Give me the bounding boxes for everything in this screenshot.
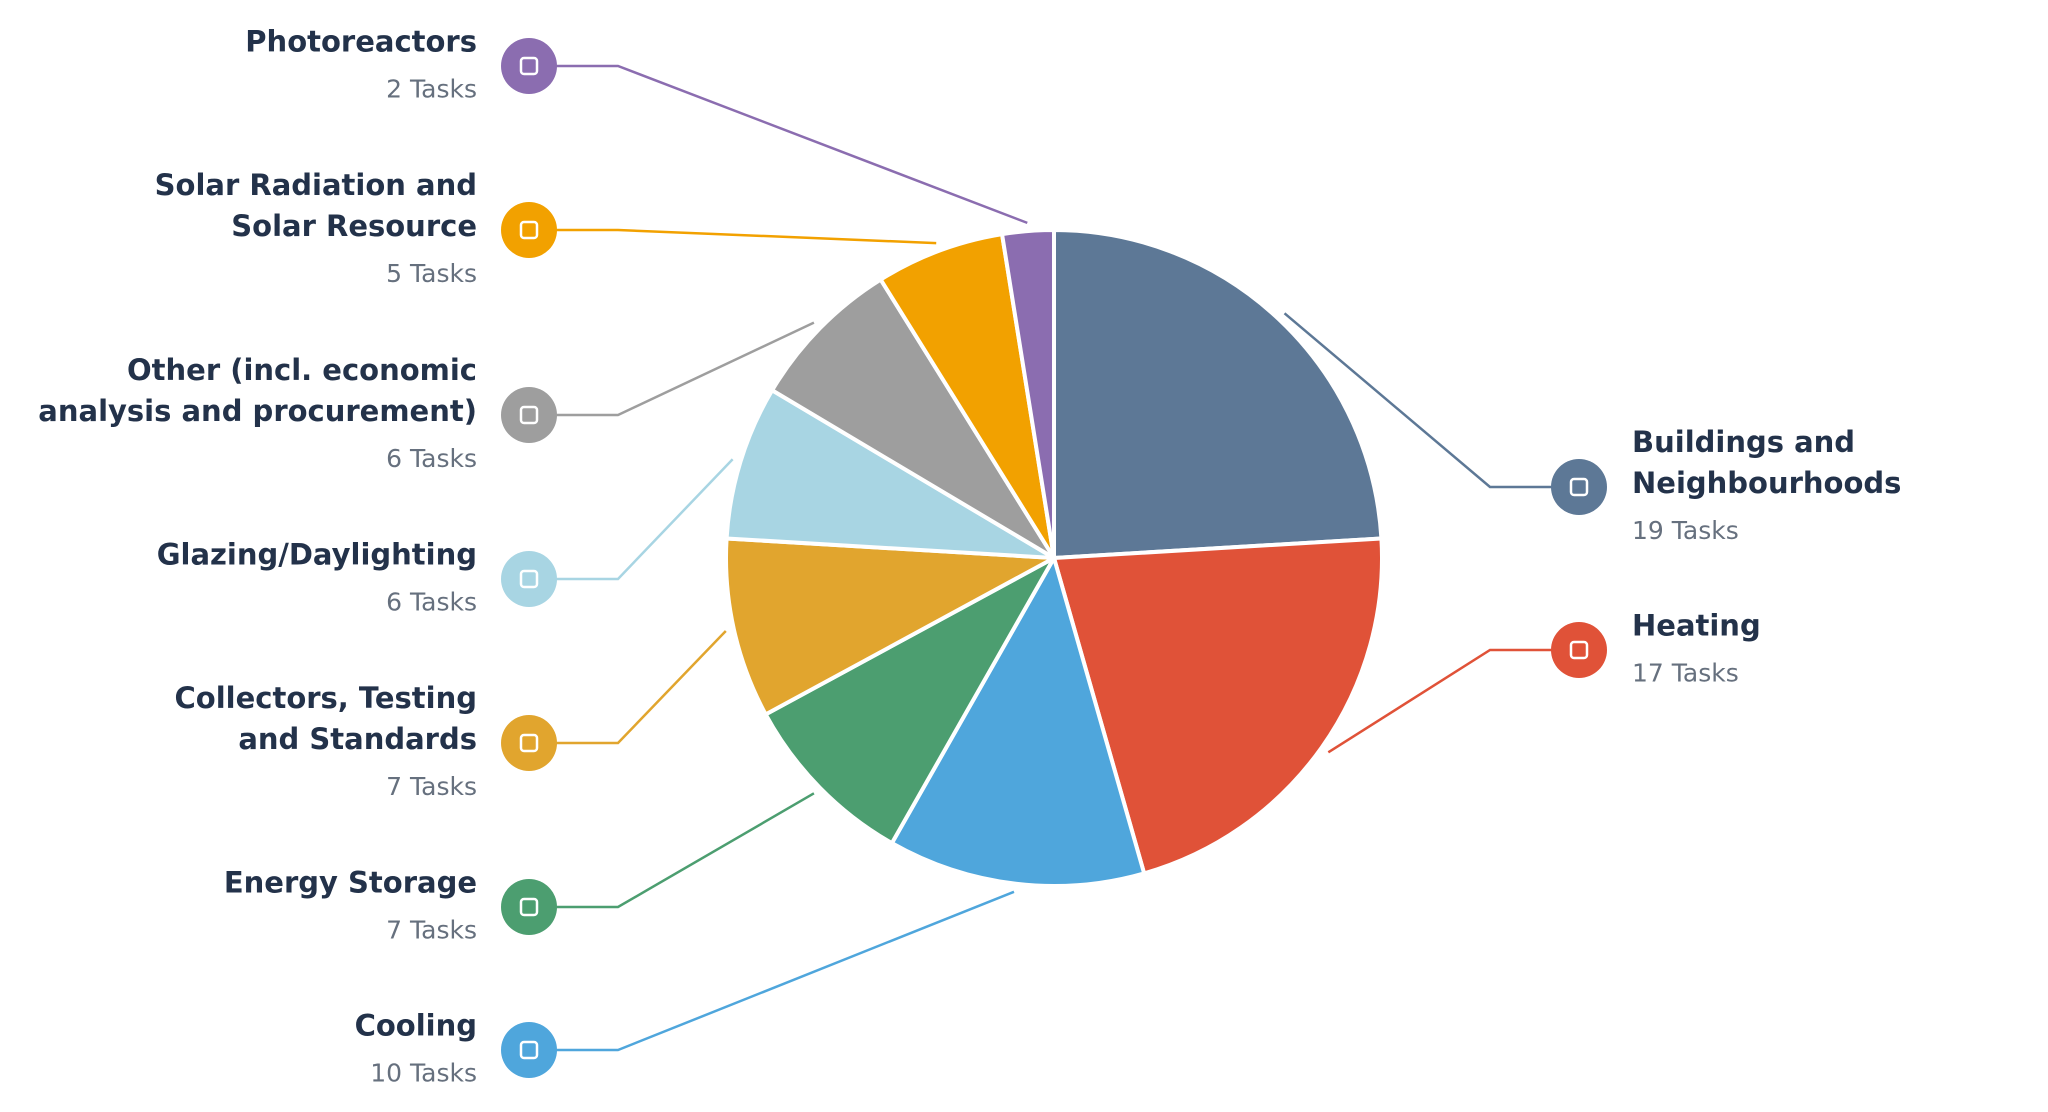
icon-circle (501, 38, 557, 94)
icon-glyph (519, 569, 539, 589)
category-label: Buildings and Neighbourhoods 19 Tasks (1632, 422, 1932, 552)
pie-slice (724, 388, 1056, 560)
icon-glyph (519, 220, 539, 240)
icon-glyph (519, 1040, 539, 1060)
pie-slice (1000, 228, 1056, 560)
category-icon (501, 38, 557, 94)
pie-slice (770, 277, 1056, 560)
pie-slice (889, 556, 1147, 888)
icon-glyph (1569, 640, 1589, 660)
pie-slice (878, 232, 1056, 560)
leader-lines (529, 64, 1579, 1052)
task-count: 5 Tasks (386, 259, 477, 288)
task-count: 2 Tasks (386, 74, 477, 104)
task-count: 7 Tasks (386, 772, 477, 801)
pie-slice (1052, 536, 1384, 876)
category-icon (1551, 459, 1607, 515)
leader-line (529, 792, 815, 909)
task-count: 7 Tasks (386, 915, 477, 945)
category-name: Buildings and Neighbourhoods (1632, 425, 1902, 500)
icon-circle (501, 387, 557, 443)
task-count: 19 Tasks (1632, 516, 1739, 545)
category-label: Glazing/Daylighting 6 Tasks (117, 535, 477, 624)
category-icon (1551, 622, 1607, 678)
category-name: Solar Radiation and Solar Resource (154, 168, 477, 243)
category-name: Glazing/Daylighting (156, 537, 477, 572)
pie-slice (724, 536, 1056, 717)
leader-line (529, 64, 1028, 225)
task-count: 6 Tasks (386, 444, 477, 473)
leader-line (1327, 648, 1579, 754)
leader-line (529, 458, 734, 581)
category-icon (501, 715, 557, 771)
leader-line (529, 890, 1015, 1052)
icon-glyph (519, 897, 539, 917)
icon-circle (501, 879, 557, 935)
category-name: Other (incl. economic analysis and procu… (38, 353, 477, 428)
task-count: 6 Tasks (386, 587, 477, 617)
category-icon (501, 879, 557, 935)
icon-circle (501, 1022, 557, 1078)
leader-line (529, 630, 727, 745)
pie-slice (1052, 228, 1384, 560)
icon-glyph (1569, 477, 1589, 497)
category-icon (501, 202, 557, 258)
icon-glyph (519, 56, 539, 76)
category-label: Cooling 10 Tasks (7, 1006, 477, 1095)
leader-line (529, 228, 937, 245)
icon-circle (1551, 622, 1607, 678)
category-label: Collectors, Testing and Standards 7 Tasks (117, 678, 477, 808)
category-name: Energy Storage (223, 865, 477, 900)
icon-glyph (519, 733, 539, 753)
category-icon (501, 387, 557, 443)
category-label: Energy Storage 7 Tasks (7, 863, 477, 952)
leader-line (529, 321, 815, 417)
icon-glyph (519, 405, 539, 425)
category-name: Cooling (354, 1008, 477, 1043)
category-label: Heating 17 Tasks (1632, 606, 1932, 695)
category-icon (501, 551, 557, 607)
icon-circle (501, 715, 557, 771)
icon-circle (501, 551, 557, 607)
icon-circle (501, 202, 557, 258)
category-name: Heating (1632, 608, 1761, 643)
category-name: Photoreactors (245, 24, 477, 59)
pie-slice (763, 556, 1056, 846)
category-label: Photoreactors 2 Tasks (7, 22, 477, 111)
icon-circle (1551, 459, 1607, 515)
category-name: Collectors, Testing and Standards (174, 681, 477, 756)
task-count: 17 Tasks (1632, 658, 1739, 688)
category-label: Solar Radiation and Solar Resource 5 Task… (117, 165, 477, 295)
task-count: 10 Tasks (370, 1058, 477, 1088)
category-label: Other (incl. economic analysis and procu… (2, 350, 477, 480)
leader-line (1283, 312, 1579, 489)
category-icon (501, 1022, 557, 1078)
